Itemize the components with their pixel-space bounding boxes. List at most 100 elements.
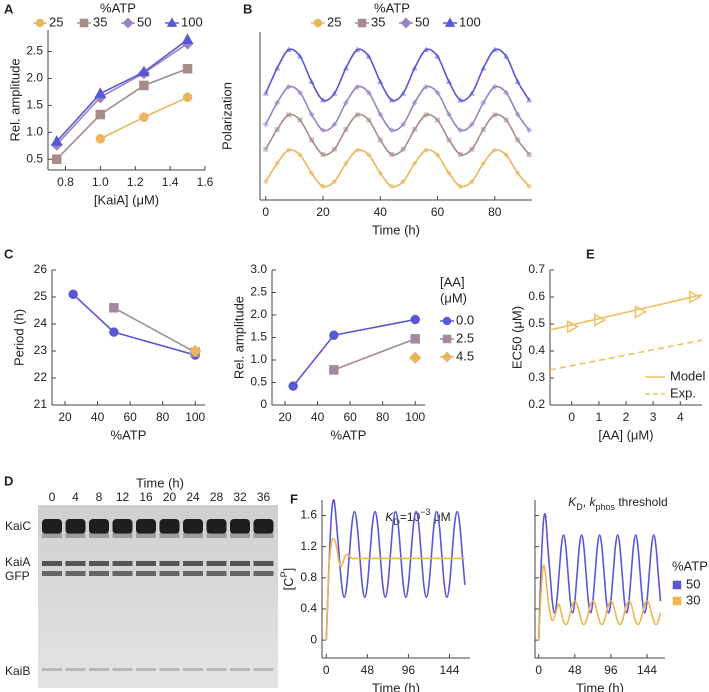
y-tick-label: 0.8 [300,570,317,584]
series-line [292,318,416,387]
legend-title: %ATP [100,0,136,15]
series-line [265,113,530,156]
data-point [285,83,292,91]
x-tick-label: 20 [316,205,330,219]
band-kaic-tail [136,533,156,538]
band-kaic-tail [112,533,133,538]
data-point [377,78,384,84]
x-tick-label: 100 [185,410,205,424]
lane-label: 12 [116,490,130,504]
data-point [411,64,418,71]
x-tick-label: 2 [623,410,630,424]
x-tick-label: 80 [488,205,502,219]
data-point [399,121,407,128]
y-axis-label: Polarization [219,82,234,150]
legend-swatch [400,17,412,29]
band-kaia [206,561,227,566]
legend-label: 0.0 [456,312,474,327]
panel-label: A [4,1,14,16]
legend-swatch [166,17,178,27]
data-point [491,46,498,52]
data-point [262,90,269,96]
x-tick-label: 96 [402,663,416,677]
data-point [388,96,395,103]
data-point [296,89,304,96]
data-point [138,65,150,77]
text-part: [C [281,577,296,590]
y-tick-label: 0 [310,632,317,646]
data-point [342,64,349,71]
data-point [525,126,533,134]
series-line [325,537,465,641]
data-point [297,53,304,59]
y-tick-label: 1.0 [26,124,43,138]
text-part: ] [281,568,296,572]
text-part: K [385,510,394,524]
legend-label: 30 [686,592,700,607]
data-point [297,117,303,123]
text-part: , [583,495,590,509]
y-tick-label: 2.0 [26,71,43,85]
legend-swatch [672,580,682,590]
data-point [343,126,349,132]
data-point [435,117,440,123]
x-tick-label: 0 [323,663,330,677]
data-point [469,179,475,184]
x-tick-label: 60 [431,205,445,219]
data-point [468,121,476,128]
panel-label: C [4,246,14,261]
legend-entry: 35 [77,14,107,29]
lane-label: 8 [96,490,103,504]
data-point [514,111,521,118]
y-tick-label: 25 [34,289,48,303]
data-point [634,305,647,319]
y-tick-label: 1.0 [250,352,267,366]
band-kaic-tail [253,533,274,538]
data-point [457,152,463,157]
data-point [285,46,292,52]
data-point [400,90,407,96]
x-tick-label: 100 [405,410,425,424]
legend-entry: 100 [165,14,203,29]
data-point [412,126,418,132]
data-point [319,96,327,103]
legend-entry: 50 [121,14,151,29]
data-point [139,80,149,91]
band-gfp [89,571,109,576]
x-tick-label: 1 [596,410,603,424]
band-kaic [159,519,180,534]
series-line [265,85,530,132]
data-point [354,112,360,118]
data-point [445,78,453,84]
data-point [68,289,78,300]
y-tick-label: 0.2 [528,397,545,411]
y-tick-label: 0.5 [528,316,545,330]
band-kaia [112,561,133,566]
series-line [113,307,196,354]
x-tick-label: 144 [637,663,657,677]
data-point [503,152,509,158]
x-tick-label: 0 [568,410,575,424]
data-point [480,126,486,132]
series-line [537,513,662,641]
x-axis-label: Time (h) [372,680,420,692]
y-tick-label: 24 [34,316,48,330]
legend-swatch [672,596,682,606]
y-tick-label: 0.5 [26,151,43,165]
band-kaia [65,561,86,566]
series-line [537,564,662,641]
data-point [377,137,383,143]
y-tick-label: 0.4 [528,343,545,357]
data-point [377,111,384,118]
y-tick-label: 0 [260,397,267,411]
legend-title: %ATP [672,558,708,573]
y-tick-label: 2.5 [250,285,267,299]
text-part: threshold [615,495,668,509]
text-part: k [589,495,596,509]
band-kaic [206,519,227,534]
lane-label: 0 [49,490,56,504]
band-kaic-tail [159,533,180,538]
rich-text: [CP] [279,568,296,591]
data-point [434,53,441,59]
band-gfp [253,571,274,576]
